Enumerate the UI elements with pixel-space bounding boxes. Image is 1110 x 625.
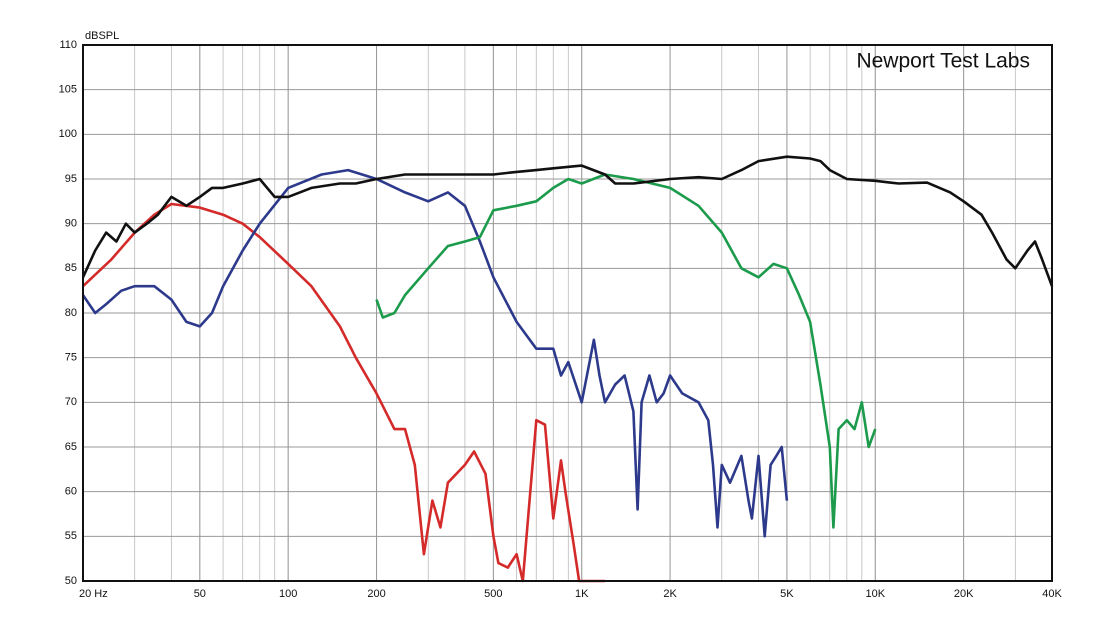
y-tick-label: 65 <box>65 441 77 453</box>
x-tick-label: 5K <box>780 588 794 600</box>
y-tick-label: 95 <box>65 173 77 185</box>
plot-frame <box>82 44 1053 582</box>
x-tick-label: 200 <box>367 588 385 600</box>
y-tick-label: 90 <box>65 218 77 230</box>
x-tick-label: 100 <box>279 588 297 600</box>
y-axis-label: dBSPL <box>85 30 119 42</box>
y-tick-label: 105 <box>59 84 77 96</box>
y-tick-label: 50 <box>65 575 77 587</box>
y-tick-label: 55 <box>65 530 77 542</box>
x-tick-label: 2K <box>663 588 677 600</box>
y-tick-label: 75 <box>65 352 77 364</box>
x-tick-label: 20 Hz <box>79 588 108 600</box>
y-tick-label: 85 <box>65 262 77 274</box>
x-tick-label: 50 <box>194 588 206 600</box>
x-tick-label: 1K <box>575 588 589 600</box>
series-line <box>81 155 1054 287</box>
x-tick-label: 500 <box>484 588 502 600</box>
series-line <box>82 202 605 583</box>
y-tick-label: 60 <box>65 486 77 498</box>
x-tick-label: 10K <box>865 588 885 600</box>
y-tick-label: 70 <box>65 396 77 408</box>
x-tick-label: 20K <box>954 588 974 600</box>
annotation: Newport Test Labs <box>856 50 1030 73</box>
y-tick-label: 80 <box>65 307 77 319</box>
x-tick-label: 40K <box>1042 588 1062 600</box>
y-tick-label: 100 <box>59 128 77 140</box>
y-tick-label: 110 <box>59 39 77 51</box>
series-line <box>375 173 877 529</box>
series-line <box>81 168 789 538</box>
